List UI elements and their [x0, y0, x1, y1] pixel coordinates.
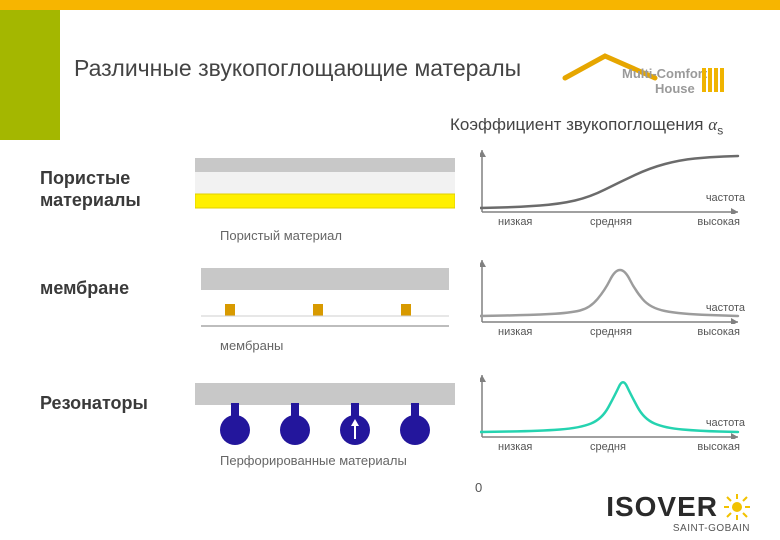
alpha-subscript: s [717, 123, 723, 137]
row-porous: Пористые материалы Пористый материал час… [40, 150, 740, 260]
logo-text-top: Multi-Comfort [622, 66, 708, 81]
diagram-caption: Пористый материал [220, 228, 440, 243]
row-label: Резонаторы [40, 393, 190, 415]
left-accent-block [0, 10, 60, 140]
isover-text: ISOVER [606, 491, 718, 523]
zero-marker: 0 [475, 480, 482, 495]
slide: Различные звукопоглощающие матералы Mult… [0, 0, 780, 540]
diagram-caption: мембраны [220, 338, 440, 353]
graph-resonator: частота низкая средня высокая [480, 375, 740, 463]
sun-icon [724, 494, 750, 520]
axis-label-frequency: частота [706, 302, 745, 314]
xlabel-high: высокая [697, 326, 740, 338]
row-label: Пористые материалы [40, 168, 190, 211]
row-label-line1: Резонаторы [40, 393, 148, 413]
row-resonators: Резонаторы Перфорированные материалы час… [40, 375, 740, 485]
isover-logo: ISOVER SAINT-GOBAIN [606, 491, 750, 534]
graph-membrane: частота низкая средняя высокая [480, 260, 740, 348]
axis-label-frequency: частота [706, 192, 745, 204]
page-title: Различные звукопоглощающие матералы [74, 55, 521, 82]
diagram-caption: Перфорированные материалы [220, 453, 440, 468]
isover-subtext: SAINT-GOBAIN [606, 523, 750, 534]
graph-porous: частота низкая средняя высокая [480, 150, 740, 238]
multi-comfort-house-logo: Multi-Comfort House [560, 50, 730, 110]
logo-bars-icon [702, 68, 724, 92]
xlabel-low: низкая [498, 441, 532, 453]
xlabel-low: низкая [498, 216, 532, 228]
subtitle: Коэффициент звукопоглощения αs [450, 115, 723, 137]
row-label: мембране [40, 278, 190, 300]
diagram-membrane [195, 268, 455, 338]
row-membrane: мембране мембраны частота низкая средняя… [40, 260, 740, 370]
xlabel-high: высокая [697, 216, 740, 228]
xlabel-mid: средня [590, 441, 626, 453]
row-label-line1: Пористые [40, 168, 130, 188]
xlabel-mid: средняя [590, 326, 632, 338]
diagram-porous [195, 158, 455, 228]
diagram-resonator [195, 383, 455, 453]
row-label-line2: материалы [40, 190, 141, 210]
logo-text-bottom: House [655, 81, 695, 96]
xlabel-mid: средняя [590, 216, 632, 228]
xlabel-high: высокая [697, 441, 740, 453]
xlabel-low: низкая [498, 326, 532, 338]
alpha-symbol: α [708, 115, 717, 134]
row-label-line1: мембране [40, 278, 129, 298]
top-accent-bar [0, 0, 780, 10]
subtitle-text: Коэффициент звукопоглощения [450, 115, 708, 134]
axis-label-frequency: частота [706, 417, 745, 429]
